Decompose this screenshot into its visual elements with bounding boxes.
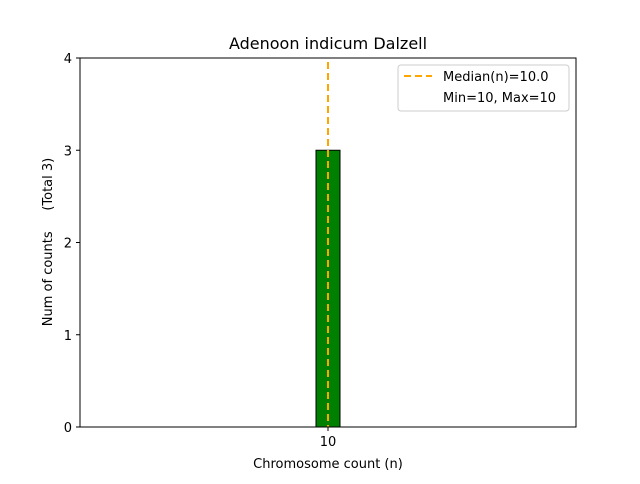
legend: Median(n)=10.0 Min=10, Max=10: [397, 64, 570, 112]
legend-entry-minmax: Min=10, Max=10: [443, 91, 556, 106]
legend-box: [397, 64, 570, 112]
x-axis-label: Chromosome count (n): [253, 457, 403, 472]
y-tick-label: 3: [64, 144, 72, 159]
x-tick-label: 10: [320, 435, 337, 450]
y-tick-label: 0: [64, 421, 72, 436]
y-tick-label: 1: [64, 329, 72, 344]
y-tick-label: 2: [64, 237, 72, 252]
y-axis-label: Num of counts (Total 3): [41, 158, 56, 326]
chart-title: Adenoon indicum Dalzell: [229, 34, 427, 53]
legend-entry-median: Median(n)=10.0: [443, 70, 549, 85]
y-tick-label: 4: [64, 52, 72, 67]
